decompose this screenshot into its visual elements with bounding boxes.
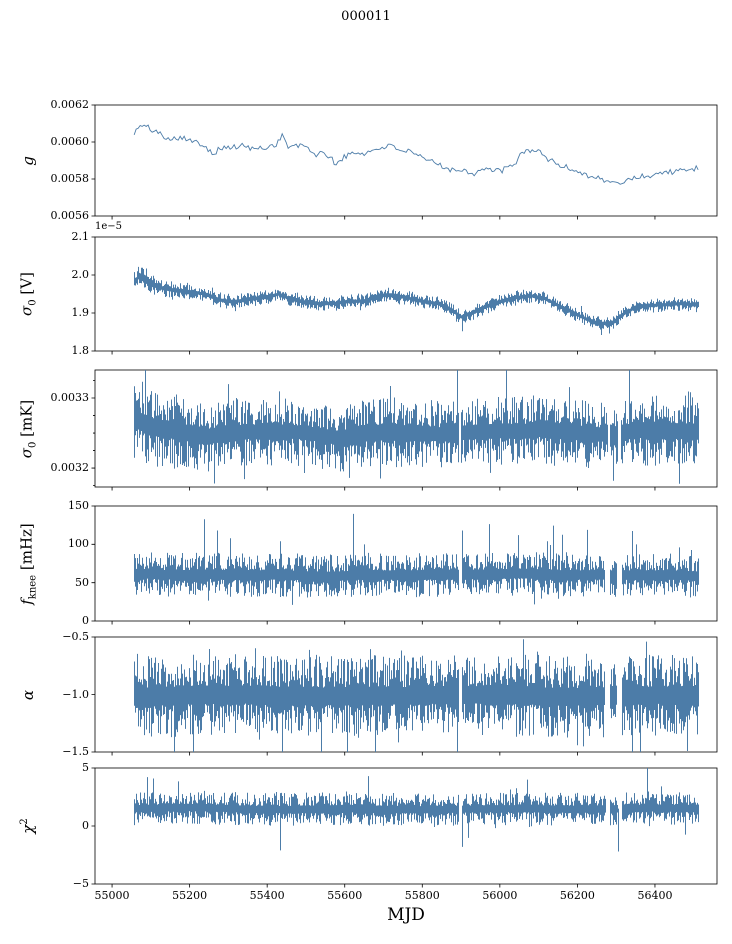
x-tick-label: 55600 — [327, 889, 363, 902]
y-tick-label-sigma0-V: 2.1 — [71, 230, 90, 243]
y-tick-label-g: 0.0060 — [50, 135, 90, 148]
y-tick-label-chi2: −5 — [72, 877, 89, 890]
subplot-canvas-sigma0-V — [87, 229, 725, 359]
y-tick-label-sigma0-V: 2.0 — [71, 268, 90, 281]
x-tick-label: 56000 — [482, 889, 518, 902]
y-tick-label-g: 0.0062 — [50, 98, 90, 111]
y-tick-label-sigma0-V: 1.9 — [71, 306, 90, 319]
subplot-canvas-chi2 — [87, 760, 725, 892]
y-tick-label-fknee: 100 — [68, 537, 89, 551]
y-axis-label-alpha: α — [19, 689, 37, 700]
figure-title: 000011 — [341, 9, 391, 24]
subplot-canvas-alpha — [87, 629, 725, 760]
x-axis-label: MJD — [387, 905, 425, 925]
x-tick-label: 56400 — [637, 889, 673, 902]
subplot-canvas-fknee — [87, 498, 725, 629]
x-tick-label: 55200 — [172, 889, 208, 902]
y-axis-label-sigma0-V: σ0 [V] — [17, 272, 39, 316]
y-tick-label-alpha: −1.0 — [62, 687, 89, 701]
y-tick-label-chi2: 0 — [82, 819, 89, 832]
y-tick-label-fknee: 0 — [82, 614, 89, 627]
y-axis-label-sigma0-mK: σ0 [mK] — [17, 399, 39, 458]
x-tick-label: 56200 — [559, 889, 595, 902]
subplot-canvas-g — [87, 97, 725, 224]
y-tick-label-chi2: 5 — [82, 761, 89, 774]
y-tick-label-sigma0-V: 1.8 — [71, 344, 90, 357]
y-tick-label-alpha: −1.5 — [62, 745, 89, 758]
y-tick-label-sigma0-mK: 0.0033 — [50, 391, 90, 405]
y-tick-label-g: 0.0058 — [50, 172, 90, 185]
y-tick-label-fknee: 150 — [68, 499, 89, 512]
x-tick-label: 55400 — [249, 889, 285, 902]
x-tick-label: 55800 — [404, 889, 440, 902]
y-tick-label-alpha: −0.5 — [62, 630, 89, 643]
y-tick-label-g: 0.0056 — [50, 209, 90, 222]
y-tick-label-sigma0-mK: 0.0032 — [50, 461, 90, 475]
y-axis-label-g: g — [19, 155, 37, 166]
y-axis-label-chi2: χ2 — [19, 818, 37, 834]
y-axis-label-fknee: fknee [mHz] — [17, 522, 39, 605]
subplot-canvas-sigma0-mK — [87, 362, 725, 495]
y-tick-label-fknee: 50 — [75, 575, 89, 589]
y-axis-offset-text: 1e−5 — [95, 221, 123, 232]
x-tick-label: 55000 — [94, 889, 130, 902]
